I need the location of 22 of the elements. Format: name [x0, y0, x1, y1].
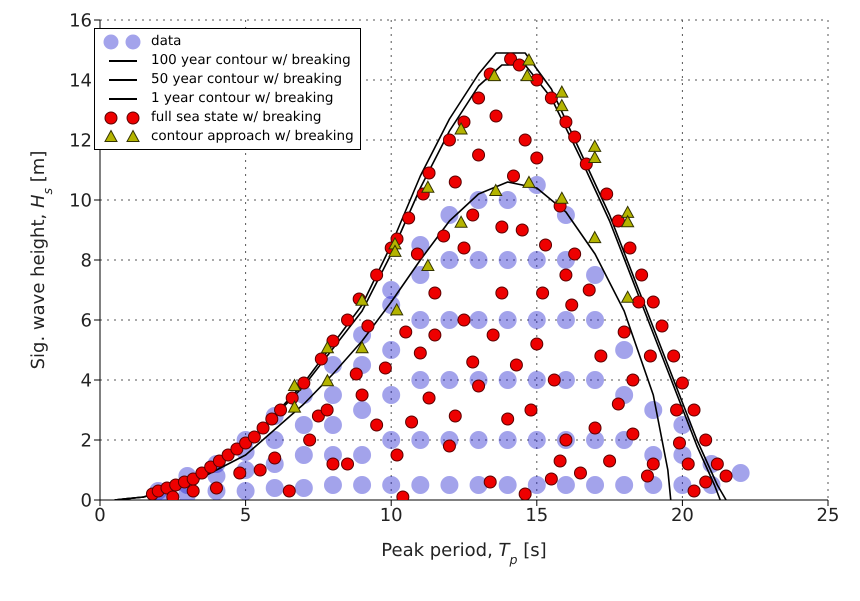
legend-label: contour approach w/ breaking	[151, 127, 354, 146]
x-tick-label: 20	[670, 504, 694, 526]
legend-label: 50 year contour w/ breaking	[151, 70, 342, 89]
x-tick-label: 25	[816, 504, 840, 526]
legend-label: data	[151, 32, 182, 51]
x-tick-label: 0	[94, 504, 106, 526]
y-tick-label: 6	[80, 310, 92, 332]
y-tick-label: 8	[80, 250, 92, 272]
x-tick-label: 10	[380, 504, 403, 526]
legend-label: 1 year contour w/ breaking	[151, 89, 334, 108]
y-tick-label: 10	[69, 190, 92, 212]
y-tick-label: 4	[80, 370, 92, 392]
y-tick-label: 2	[80, 430, 92, 452]
y-tick-label: 16	[69, 10, 92, 32]
legend-label: full sea state w/ breaking	[151, 108, 322, 127]
y-tick-label: 12	[69, 130, 92, 152]
y-tick-label: 0	[80, 490, 92, 512]
x-tick-label: 5	[240, 504, 252, 526]
x-tick-label: 15	[525, 504, 548, 526]
y-tick-label: 14	[69, 70, 92, 92]
legend-label: 100 year contour w/ breaking	[151, 51, 351, 70]
x-axis-title: Peak period, T$_{p}$ [s]	[381, 540, 547, 566]
